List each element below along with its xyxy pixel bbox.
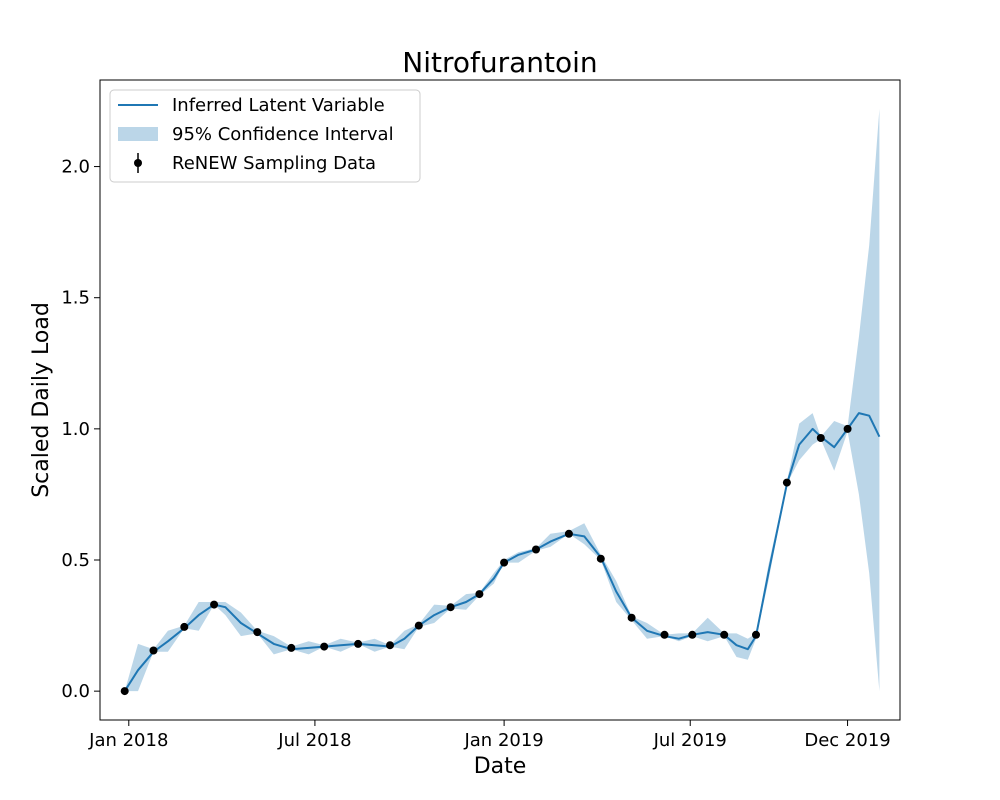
legend-label-ci: 95% Confidence Interval [172, 124, 394, 145]
sampling-point [688, 630, 697, 639]
y-tick-label: 1.5 [61, 288, 90, 309]
sampling-point [843, 424, 852, 433]
y-axis-ticks: 0.0 0.5 1.0 1.5 2.0 [61, 157, 100, 702]
latent-variable-line [123, 412, 881, 692]
sampling-points-layer [120, 424, 852, 696]
sampling-point [414, 621, 423, 630]
sampling-point [752, 630, 760, 639]
legend-label-latent: Inferred Latent Variable [172, 95, 385, 116]
legend-box [109, 89, 421, 183]
sampling-point [782, 478, 791, 487]
sampling-point [720, 630, 729, 639]
sampling-point [500, 558, 509, 567]
sampling-point [386, 641, 394, 650]
y-tick-label: 2.0 [61, 157, 90, 178]
axes-frame [99, 79, 901, 721]
y-tick-label: 1.0 [61, 419, 90, 440]
x-tick-label: Jan 2019 [463, 730, 543, 751]
sampling-point [564, 529, 573, 538]
y-tick-label: 0.5 [61, 550, 90, 571]
sampling-point [596, 554, 605, 563]
sampling-point [475, 590, 484, 599]
sampling-point [354, 639, 363, 648]
sampling-point [120, 687, 129, 696]
plot-area [120, 108, 881, 696]
latent-line-layer [123, 412, 881, 692]
sampling-point [287, 643, 296, 652]
chart-title: Nitrofurantoin [402, 46, 597, 79]
legend-point-swatch [134, 159, 142, 167]
sampling-point [180, 622, 189, 631]
legend: Inferred Latent Variable 95% Confidence … [109, 89, 421, 183]
sampling-point [210, 600, 219, 609]
sampling-point [660, 630, 669, 639]
x-axis-ticks: Jan 2018 Jul 2018 Jan 2019 Jul 2019 Dec 2019 [88, 720, 891, 751]
legend-band-swatch [118, 127, 158, 141]
y-axis-title: Scaled Daily Load [29, 302, 54, 498]
x-axis-title: Date [474, 754, 527, 779]
sampling-point [320, 642, 329, 651]
x-tick-label: Jul 2018 [277, 730, 351, 751]
sampling-point [446, 603, 455, 612]
x-tick-label: Dec 2019 [804, 730, 890, 751]
y-tick-label: 0.0 [61, 681, 90, 702]
sampling-point [627, 613, 636, 622]
sampling-point [253, 628, 262, 637]
sampling-point [532, 545, 540, 554]
sampling-point [816, 434, 825, 442]
sampling-point [149, 646, 158, 655]
x-tick-label: Jul 2019 [653, 730, 727, 751]
x-tick-label: Jan 2018 [88, 730, 168, 751]
legend-label-sampling: ReNEW Sampling Data [172, 153, 376, 174]
